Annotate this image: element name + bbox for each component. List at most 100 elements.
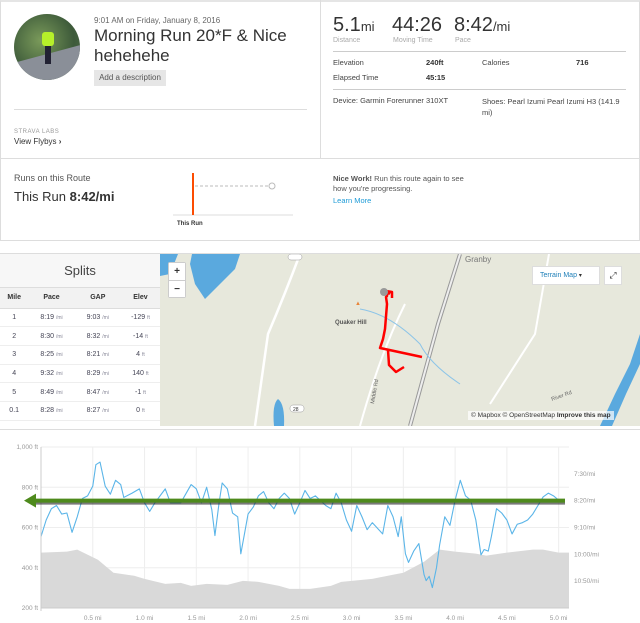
attribution-text: © Mapbox © OpenStreetMap — [471, 412, 556, 419]
highway — [409, 254, 461, 426]
split-pace: 9:32 /mi — [28, 364, 75, 384]
y-tick-label-left: 200 ft — [22, 605, 38, 612]
column-header: GAP — [74, 288, 121, 309]
this-run-pace: This Run 8:42/mi — [14, 189, 114, 204]
split-row[interactable]: 4 9:32 /mi 8:29 /mi 140 ft — [0, 364, 160, 384]
split-pace: 8:30 /mi — [28, 326, 75, 346]
elevation-pace-chart[interactable]: 1,000 ft 800 ft 600 ft 400 ft 200 ft 0.5 mi 1.… — [0, 430, 640, 623]
split-gap: 8:21 /mi — [74, 345, 121, 365]
split-row[interactable]: 0.1 8:28 /mi 8:27 /mi 0 ft — [0, 401, 160, 421]
distance-stat: 5.1mi — [333, 14, 375, 37]
divider — [333, 51, 626, 52]
caret-down-icon: ▾ — [578, 273, 582, 279]
split-row[interactable]: 2 8:30 /mi 8:32 /mi -14 ft — [0, 326, 160, 346]
future-run-marker — [268, 182, 276, 190]
split-pace: 8:19 /mi — [28, 308, 75, 328]
learn-more-link[interactable]: Learn More — [333, 196, 372, 205]
moving-time-label: Moving Time — [393, 37, 433, 44]
elevation-area — [41, 549, 569, 608]
activity-route[interactable] — [378, 289, 423, 374]
add-description-button[interactable]: Add a description — [94, 70, 166, 86]
y-tick-label-right: 10:50/mi — [574, 578, 599, 585]
calories-label: Calories — [482, 58, 510, 67]
fullscreen-icon[interactable]: ⤢ — [604, 266, 622, 285]
creek — [359, 308, 461, 385]
split-elev: -1 ft — [120, 382, 160, 402]
splits-table: Mile Pace GAP Elev 1 8:19 /mi 9:03 /mi -… — [0, 288, 160, 421]
y-tick-label-right: 7:30/mi — [574, 471, 595, 478]
map-layer-label: Terrain Map — [540, 272, 577, 279]
divider — [0, 158, 640, 159]
route-history-chart: This Run — [173, 173, 293, 227]
split-elev: -129 ft — [120, 308, 160, 328]
split-elev: 140 ft — [120, 364, 160, 384]
start-marker[interactable] — [380, 288, 388, 296]
lake — [190, 254, 240, 299]
this-run-label: This Run — [14, 189, 67, 204]
view-flybys-label: View Flybys — [14, 137, 57, 146]
split-gap: 8:29 /mi — [74, 364, 121, 384]
pace-line — [40, 461, 559, 589]
pace-stat: 8:42/mi — [454, 14, 510, 37]
divider — [333, 89, 626, 90]
split-elev: -14 ft — [120, 326, 160, 346]
activity-photo[interactable] — [14, 14, 80, 80]
split-pace: 8:28 /mi — [28, 401, 75, 421]
split-elev: 0 ft — [120, 401, 160, 421]
elevation-value: 240ft — [426, 58, 444, 67]
y-tick-label-right: 10:00/mi — [574, 551, 599, 558]
zoom-in-button[interactable]: + — [169, 263, 185, 280]
this-run-axis-label: This Run — [177, 221, 203, 227]
map-tiles: ▲ Quaker Hill Middle Rd River Rd Granby … — [160, 254, 640, 426]
moving-time-value: 44:26 — [392, 14, 443, 36]
splits-title: Splits — [0, 254, 160, 288]
chevron-right-icon: › — [58, 137, 62, 146]
split-mile: 5 — [0, 382, 29, 402]
river — [600, 334, 640, 426]
y-tick-label-left: 400 ft — [22, 565, 38, 572]
split-gap: 9:03 /mi — [74, 308, 121, 328]
split-mile: 3 — [0, 345, 29, 365]
middle-rd-label: Middle Rd — [370, 379, 380, 404]
x-tick-label: 2.0 mi — [239, 615, 257, 622]
x-tick-label: 1.0 mi — [136, 615, 154, 622]
split-mile: 1 — [0, 308, 29, 328]
zoom-out-button[interactable]: − — [169, 280, 185, 297]
improve-map-link[interactable]: Improve this map — [556, 412, 611, 419]
x-tick-label: 4.0 mi — [446, 615, 464, 622]
split-row[interactable]: 5 8:49 /mi 8:47 /mi -1 ft — [0, 382, 160, 402]
map-layer-dropdown[interactable]: Terrain Map ▾ — [532, 266, 600, 285]
y-tick-label-left: 600 ft — [22, 525, 38, 532]
road-28 — [253, 254, 302, 426]
split-row[interactable]: 3 8:25 /mi 8:21 /mi 4 ft — [0, 345, 160, 365]
distance-unit: mi — [360, 19, 375, 34]
y-tick-label-left: 1,000 ft — [16, 444, 38, 451]
quaker-hill-label: Quaker Hill — [335, 320, 367, 326]
shoes-info: Shoes: Pearl Izumi Pearl Izumi H3 (141.9… — [482, 97, 620, 117]
nice-work-label: Nice Work! — [333, 174, 373, 183]
split-gap: 8:32 /mi — [74, 326, 121, 346]
route-shield — [289, 404, 305, 413]
view-flybys-link[interactable]: View Flybys › — [14, 137, 61, 146]
route-shield — [287, 254, 303, 261]
split-mile: 2 — [0, 326, 29, 346]
y-tick-label-right: 9:10/mi — [574, 525, 595, 532]
activity-datetime: 9:01 AM on Friday, January 8, 2016 — [94, 16, 221, 25]
device-info: Device: Garmin Forerunner 310XT — [333, 96, 449, 105]
route-number: 28 — [293, 407, 299, 413]
elapsed-time-value: 45:15 — [426, 73, 446, 82]
pace-value: 8:42 — [454, 14, 493, 36]
this-run-pace-value: 8:42/mi — [69, 189, 115, 204]
x-tick-label: 3.5 mi — [395, 615, 413, 622]
split-row[interactable]: 1 8:19 /mi 9:03 /mi -129 ft — [0, 308, 160, 328]
split-mile: 0.1 — [0, 401, 29, 421]
route-message: Nice Work! Run this route again to see h… — [333, 174, 473, 194]
divider — [14, 109, 307, 110]
divider — [320, 0, 321, 158]
y-tick-label-left: 800 ft — [22, 484, 38, 491]
distance-value: 5.1 — [333, 14, 361, 36]
split-mile: 4 — [0, 364, 29, 384]
town-label: Granby — [465, 255, 491, 264]
split-gap: 8:27 /mi — [74, 401, 121, 421]
route-map[interactable]: ▲ Quaker Hill Middle Rd River Rd Granby … — [160, 254, 640, 426]
